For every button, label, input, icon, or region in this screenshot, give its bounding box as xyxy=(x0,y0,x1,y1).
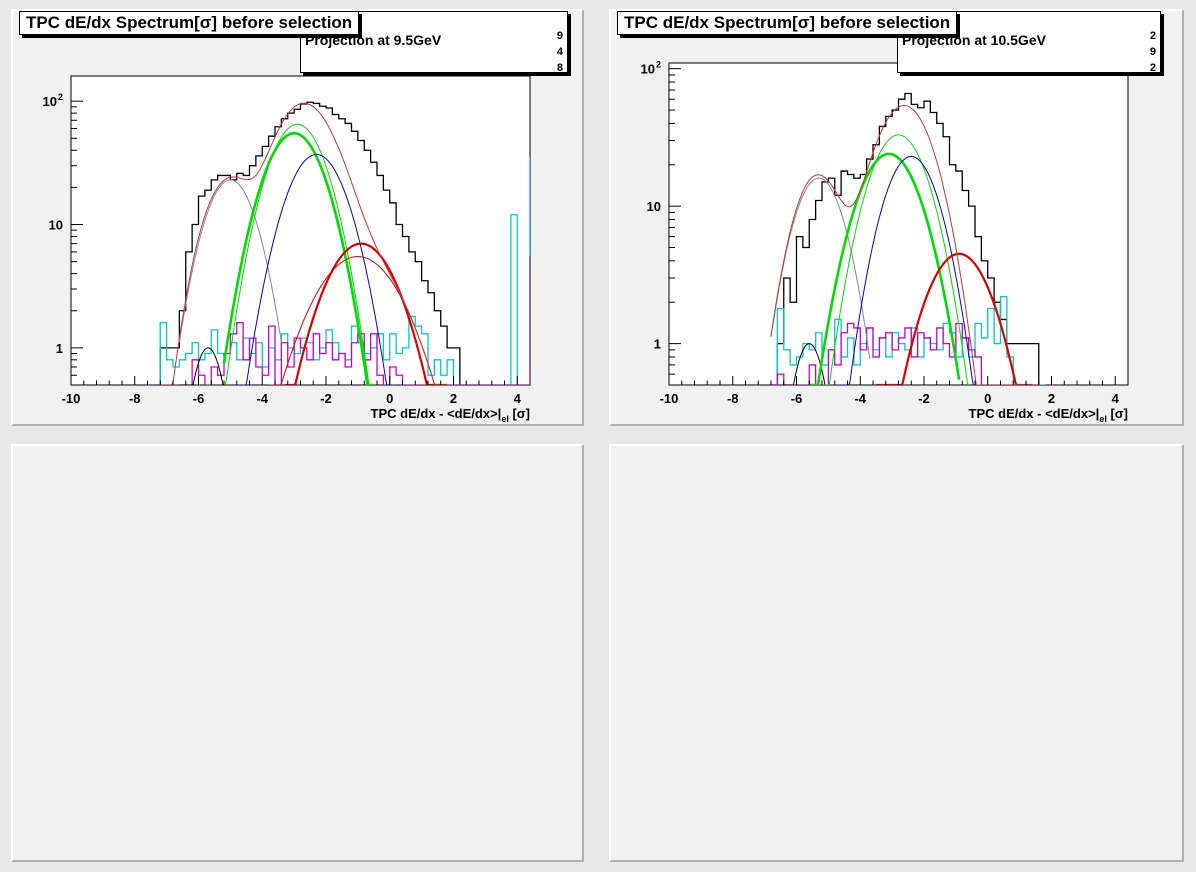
plot-frame xyxy=(668,62,1129,386)
plot-title-1: TPC dE/dx Spectrum[σ] before selection xyxy=(19,11,360,35)
histogram-series-1 xyxy=(771,295,1046,385)
y-tick-label: 10 xyxy=(647,199,661,214)
fit-curve-0 xyxy=(780,343,838,385)
x-tick-label: 4 xyxy=(1112,391,1120,406)
y-tick-label: 10 xyxy=(49,218,63,233)
stats-digit-1b: 4 xyxy=(556,46,563,58)
stats-digit-2c: 2 xyxy=(1149,62,1156,74)
x-tick-label: -4 xyxy=(256,391,268,406)
y-tick-label: 10 xyxy=(43,94,57,109)
x-tick-label: 0 xyxy=(386,391,393,406)
plot-pad-1: -10 -8 -6 -4 -2 0 2 4 1 10 10 2 TPC dE/dx - <dE/dx>|… xyxy=(11,9,584,426)
x-axis-title: TPC dE/dx - <dE/dx>|el [σ] xyxy=(371,406,530,424)
fit-curve-0 xyxy=(179,347,237,385)
stats-digit-2b: 9 xyxy=(1149,46,1156,58)
x-tick-label: -6 xyxy=(193,391,205,406)
histogram-series-2 xyxy=(153,255,530,385)
x-tick-label: -4 xyxy=(854,391,866,406)
plot-pad-2: -10 -8 -6 -4 -2 0 2 4 1 10 10 2 TPC dE/dx - <dE/dx>|… xyxy=(609,9,1184,426)
y-tick-label-exponent: 2 xyxy=(656,60,661,70)
x-tick-label: 4 xyxy=(514,391,522,406)
histogram-series-1 xyxy=(153,156,530,385)
x-tick-label: -8 xyxy=(727,391,739,406)
fit-curve-1 xyxy=(770,177,871,360)
stats-digit-1a: 9 xyxy=(556,30,563,42)
x-axis-title: TPC dE/dx - <dE/dx>|el [σ] xyxy=(969,406,1128,424)
histogram-series-2 xyxy=(771,322,1039,385)
plot-pad-4 xyxy=(609,444,1184,862)
fit-curve-1 xyxy=(178,179,282,343)
y-tick-label: 1 xyxy=(56,341,63,356)
total-fit-curve xyxy=(157,102,448,385)
x-tick-label: 2 xyxy=(450,391,457,406)
plot-pad-3 xyxy=(11,444,584,862)
fit-curve-5 xyxy=(876,252,1033,385)
stats-label-2: Projection at 10.5GeV xyxy=(902,32,1046,48)
x-tick-label: -6 xyxy=(791,391,803,406)
x-tick-label: 2 xyxy=(1048,391,1055,406)
x-tick-label: -10 xyxy=(62,391,81,406)
y-tick-label: 1 xyxy=(654,337,661,352)
x-tick-label: -10 xyxy=(660,391,679,406)
stats-digit-1c: 8 xyxy=(556,62,563,74)
fit-curve-2 xyxy=(809,152,961,385)
fit-curve-5 xyxy=(284,242,448,385)
fit-curve-4 xyxy=(834,155,985,385)
histogram-series-0 xyxy=(153,101,461,385)
stats-digit-2a: 2 xyxy=(1149,30,1156,42)
fit-curve-3 xyxy=(822,134,970,385)
fit-curve-2 xyxy=(222,131,374,385)
stats-box-2: Projection at 10.5GeV 2 9 2 xyxy=(897,11,1161,74)
plot-frame xyxy=(70,75,531,386)
y-tick-label-exponent: 2 xyxy=(58,92,63,102)
x-tick-label: 0 xyxy=(984,391,991,406)
x-tick-label: -2 xyxy=(918,391,930,406)
x-axis: -10 -8 -6 -4 -2 0 2 4 xyxy=(660,376,1120,406)
histogram-series-0 xyxy=(771,92,1040,385)
stats-label-1: Projection at 9.5GeV xyxy=(305,32,442,48)
y-tick-label: 10 xyxy=(641,62,655,77)
total-fit-curve xyxy=(770,104,1039,385)
x-tick-label: -8 xyxy=(129,391,141,406)
x-axis: -10 -8 -6 -4 -2 0 2 4 xyxy=(62,376,522,406)
fit-curve-3 xyxy=(224,123,371,385)
fit-curve-4 xyxy=(236,153,397,385)
plot-title-2: TPC dE/dx Spectrum[σ] before selection xyxy=(617,11,958,35)
x-tick-label: -2 xyxy=(320,391,332,406)
